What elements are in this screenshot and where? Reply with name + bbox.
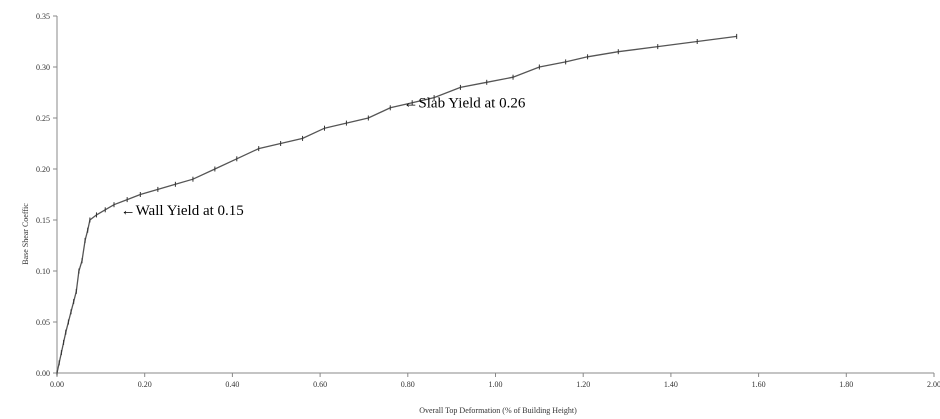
series-group	[56, 33, 738, 376]
y-axis-label: Base Shear Coeffic	[21, 203, 30, 265]
annotation-label: ←Slab Yield at 0.26	[403, 96, 525, 112]
x-tick-label: 0.20	[138, 380, 152, 389]
x-axis-label: Overall Top Deformation (% of Building H…	[419, 406, 577, 415]
annotation-label: ←Wall Yield at 0.15	[121, 203, 244, 219]
y-tick-label: 0.20	[36, 165, 50, 174]
x-tick-label: 1.60	[752, 380, 766, 389]
x-tick-label: 0.80	[401, 380, 415, 389]
y-axis-ticks: 0.00 0.05 0.10 0.15 0.20 0.25 0.30 0.35	[36, 12, 57, 378]
x-axis-ticks: 0.00 0.20 0.40 0.60 0.80 1.00 1.20 1.40 1.60 1.80…	[50, 373, 940, 389]
y-tick-label: 0.25	[36, 114, 50, 123]
axes	[56, 16, 934, 374]
y-tick-label: 0.15	[36, 216, 50, 225]
x-tick-label: 0.00	[50, 380, 64, 389]
x-tick-label: 1.00	[489, 380, 503, 389]
x-tick-label: 1.40	[664, 380, 678, 389]
x-tick-label: 0.60	[313, 380, 327, 389]
y-tick-label: 0.05	[36, 318, 50, 327]
x-tick-label: 1.20	[576, 380, 590, 389]
y-tick-label: 0.00	[36, 369, 50, 378]
y-tick-label: 0.35	[36, 12, 50, 21]
x-tick-label: 0.40	[225, 380, 239, 389]
x-tick-label: 2.00	[927, 380, 940, 389]
y-tick-label: 0.30	[36, 63, 50, 72]
y-tick-label: 0.10	[36, 267, 50, 276]
x-tick-label: 1.80	[839, 380, 853, 389]
annotations: ←Wall Yield at 0.15 ←Slab Yield at 0.26	[121, 96, 526, 219]
